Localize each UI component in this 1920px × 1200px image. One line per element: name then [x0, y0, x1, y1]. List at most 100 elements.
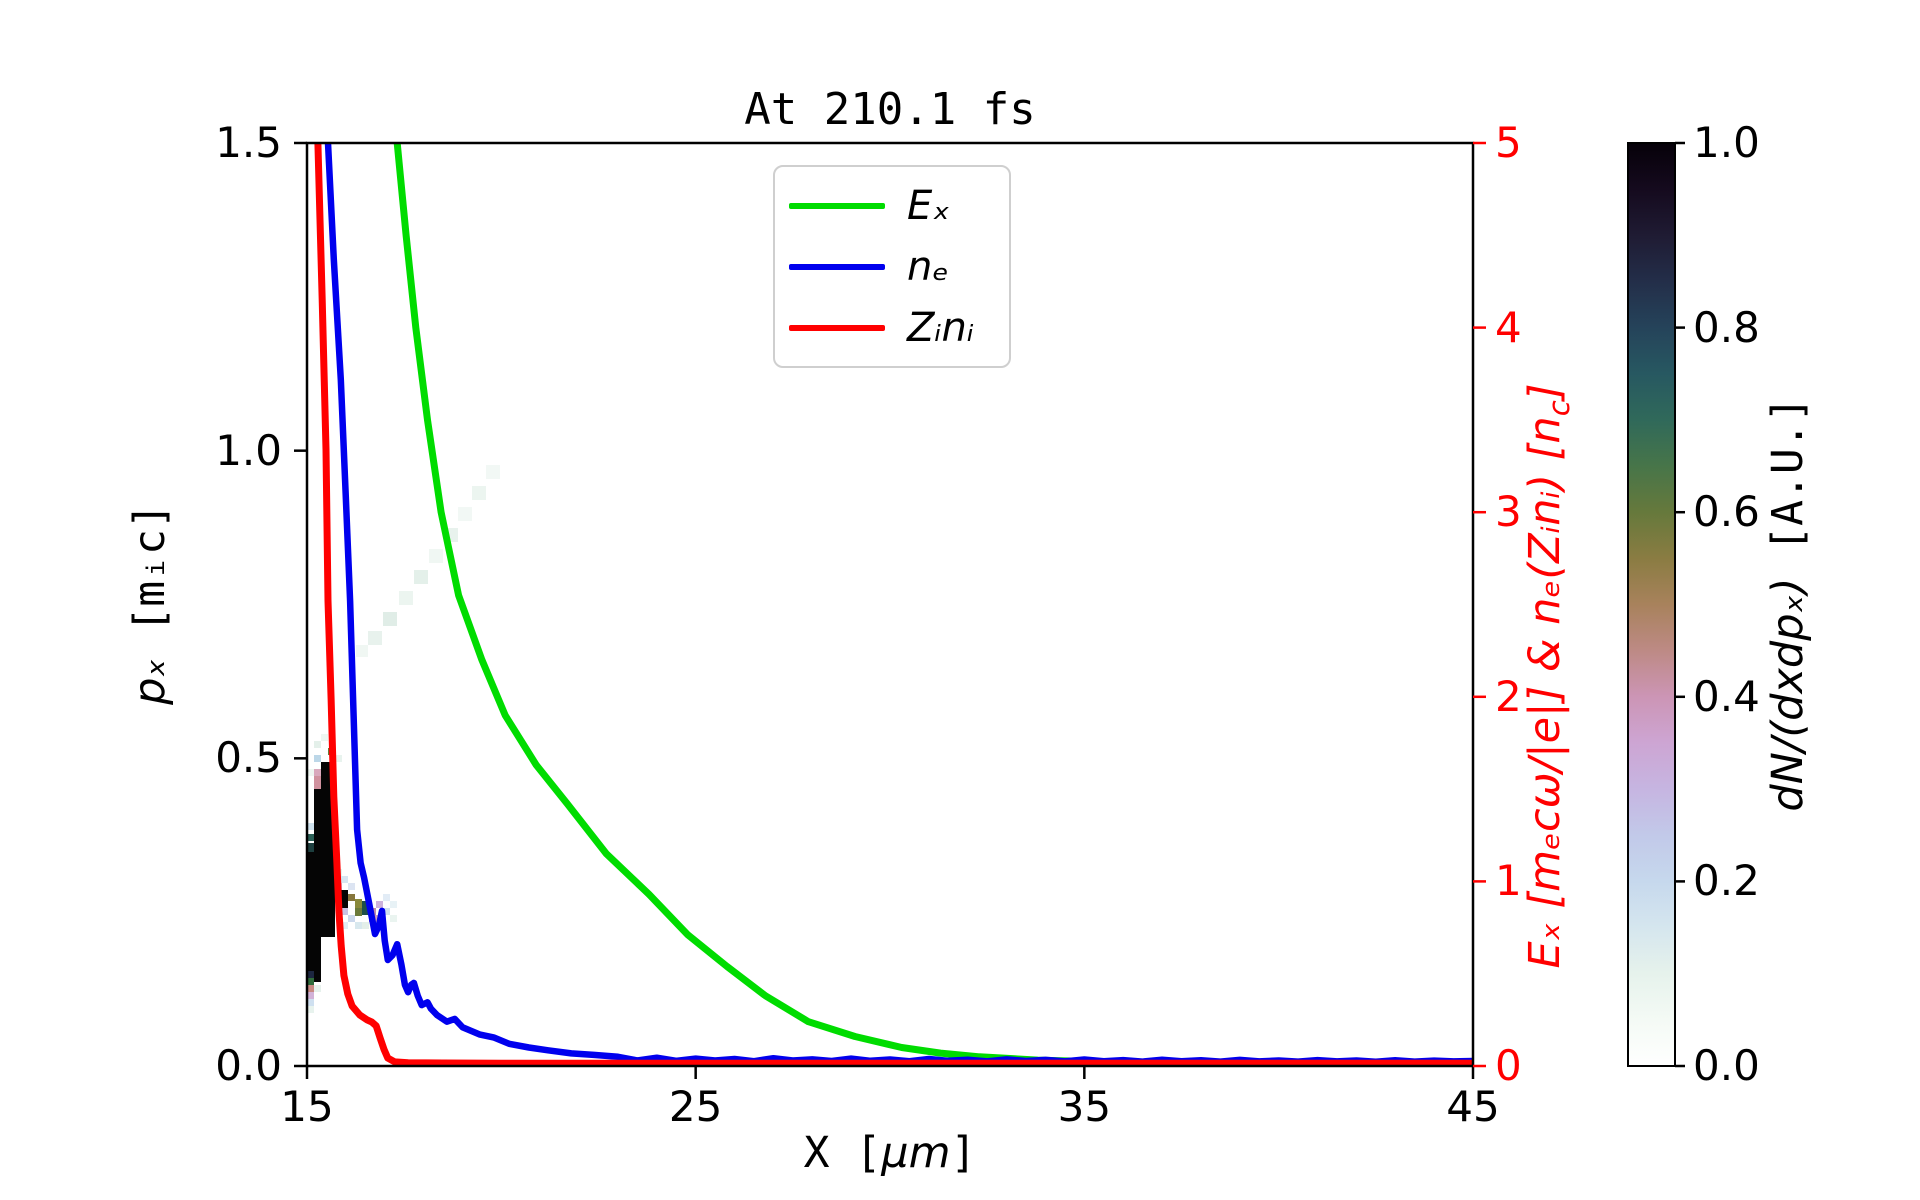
heatmap-cell	[314, 769, 321, 776]
heatmap-cell	[321, 734, 328, 741]
tick-marks	[294, 141, 1486, 1079]
colorbar-tick-label: 0.4	[1693, 671, 1760, 721]
heatmap-cell	[458, 507, 472, 521]
colorbar-label-unit: [A.U.]	[1763, 396, 1813, 578]
y-right-tick-label: 4	[1495, 302, 1522, 352]
zini-legend-label: Zᵢnᵢ	[907, 304, 975, 351]
y-left-tick-label: 0.0	[215, 1041, 282, 1090]
x-label-post: ]	[950, 1128, 977, 1178]
heatmap-cell	[341, 922, 348, 929]
colorbar-tick-label: 0.8	[1693, 302, 1760, 352]
heatmap-cell	[355, 908, 362, 916]
colorbar-label: dN/(dxdpₓ) [A.U.]	[1763, 396, 1813, 811]
y-left-tick-label: 1.0	[215, 425, 282, 475]
x-label-unit: μm	[881, 1128, 951, 1178]
heatmap-cell	[383, 894, 390, 901]
heatmap-cell	[314, 741, 321, 748]
ne-legend-label: nₑ	[907, 243, 950, 290]
heatmap-cell	[314, 789, 335, 852]
y-left-label-math: pₓ	[125, 658, 175, 705]
heatmap-cell	[307, 843, 314, 852]
y-right-tick-label: 3	[1495, 487, 1522, 537]
zini-curve	[314, 143, 1473, 1066]
colorbar	[1627, 142, 1676, 1067]
heatmap-cell	[348, 883, 355, 890]
curves-layer	[314, 143, 1473, 1066]
heatmap-cell	[314, 776, 321, 789]
y-right-tick-label: 5	[1495, 118, 1522, 167]
heatmap-cell	[307, 985, 314, 992]
heatmap-cell	[383, 612, 397, 626]
heatmap-cell	[335, 755, 342, 762]
heatmap-cell	[362, 901, 369, 915]
colorbar-tick-label: 0.6	[1693, 487, 1760, 537]
heatmap-cell	[348, 894, 355, 901]
heatmap-cell	[341, 890, 348, 908]
heatmap-cell	[314, 971, 321, 982]
heatmap-cell	[307, 971, 314, 978]
colorbar-label-math: dN/(dxdpₓ)	[1763, 577, 1813, 812]
heatmap-cell	[356, 645, 368, 657]
y-right-tick-label: 2	[1495, 671, 1522, 721]
heatmap-cell	[341, 876, 348, 883]
heatmap-cell	[383, 908, 390, 915]
colorbar-tick-label: 1.0	[1693, 118, 1760, 167]
heatmap-cell	[414, 570, 428, 584]
y-right-tick-label: 0	[1495, 1041, 1522, 1090]
legend-box: Eₓ nₑ Zᵢnᵢ	[773, 165, 1011, 368]
heatmap-cell	[307, 978, 314, 985]
heatmap-cell	[486, 465, 500, 479]
heatmap-cell	[355, 899, 362, 908]
heatmap-cell	[362, 922, 369, 929]
heatmap-cell	[341, 908, 348, 915]
legend-item-ex: Eₓ	[775, 183, 1009, 229]
heatmap-cell	[355, 922, 362, 929]
y-right-label-post: ]	[1520, 383, 1571, 401]
x-tick-label: 45	[1446, 1082, 1500, 1131]
heatmap-layer	[307, 465, 500, 1013]
heatmap-cell	[376, 901, 383, 908]
y-right-label-sub: c	[1541, 400, 1576, 417]
y-left-axis-label: pₓ [mᵢc]	[125, 503, 175, 705]
y-left-label-unit: [mᵢc]	[125, 503, 175, 659]
x-tick-label: 15	[280, 1082, 334, 1131]
heatmap-cell	[307, 999, 314, 1006]
x-label-pre: X [	[803, 1128, 882, 1178]
heatmap-cell	[390, 915, 397, 922]
heatmap-cell	[307, 852, 335, 937]
heatmap-cell	[307, 937, 321, 971]
y-left-tick-label: 0.5	[215, 733, 282, 783]
ne-legend-line	[789, 263, 885, 270]
y-left-tick-label: 1.5	[215, 118, 282, 167]
heatmap-cell	[307, 1006, 314, 1013]
ex-legend-label: Eₓ	[907, 182, 951, 229]
plot-title: At 210.1 fs	[744, 84, 1036, 135]
x-axis-label: X [μm]	[804, 1128, 977, 1178]
plot-border	[305, 141, 1475, 1068]
heatmap-cell	[429, 549, 443, 563]
heatmap-cell	[368, 631, 382, 645]
legend-item-ne: nₑ	[775, 244, 1009, 290]
heatmap-cell	[307, 992, 314, 999]
heatmap-cell	[314, 755, 321, 762]
y-right-axis-label: Eₓ [mₑcω/|e|] & nₑ(Zᵢnᵢ) [nc]	[1520, 383, 1576, 968]
heatmap-cell	[399, 591, 413, 605]
legend-item-zini: Zᵢnᵢ	[775, 305, 1009, 351]
x-tick-label: 35	[1057, 1082, 1112, 1131]
y-right-tick-label: 1	[1495, 856, 1522, 906]
heatmap-cell	[314, 985, 321, 992]
y-right-label-pre: Eₓ [mₑcω/|e|] & nₑ(Zᵢnᵢ) [n	[1520, 416, 1571, 969]
heatmap-cell	[348, 915, 355, 922]
heatmap-cell	[307, 823, 314, 830]
colorbar-tick-label: 0.2	[1693, 856, 1760, 906]
heatmap-cell	[472, 486, 486, 500]
zini-legend-line	[789, 324, 885, 331]
heatmap-cell	[307, 769, 314, 776]
colorbar-tick-label: 0.0	[1693, 1041, 1760, 1090]
x-tick-label: 25	[668, 1082, 723, 1131]
heatmap-cell	[307, 834, 314, 841]
heatmap-cell	[390, 901, 397, 908]
ex-legend-line	[789, 202, 885, 209]
